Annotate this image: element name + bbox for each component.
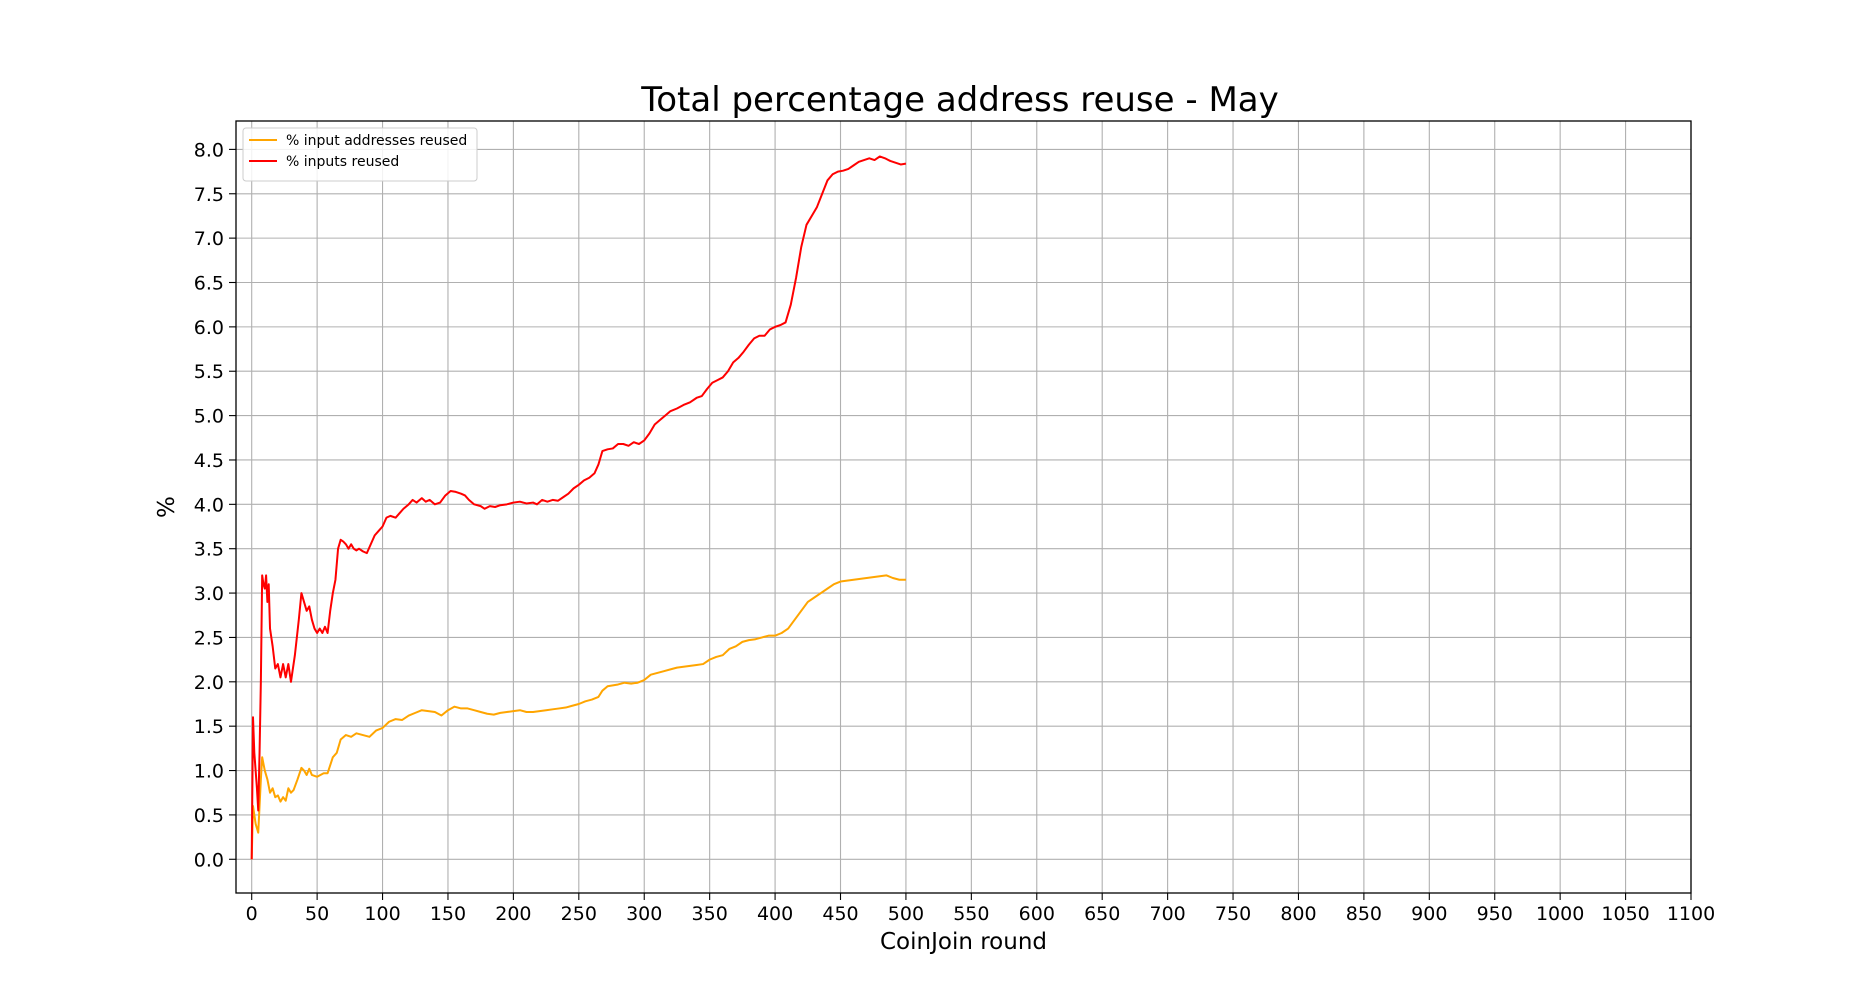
grid-lines <box>236 121 1692 893</box>
x-tick-label: 550 <box>953 903 989 925</box>
plot-series <box>250 155 907 860</box>
x-tick-label: 650 <box>1084 903 1120 925</box>
x-tick-label: 0 <box>246 903 258 925</box>
x-axis: 0 50 100 150 200 250 300 350 400 450 500 550 600 650 7… <box>246 893 1715 925</box>
x-tick-label: 300 <box>626 903 662 925</box>
x-tick-label: 950 <box>1477 903 1513 925</box>
y-tick-label: 8.0 <box>194 139 224 161</box>
y-axis-label: % <box>154 496 180 518</box>
x-tick-label: 750 <box>1215 903 1251 925</box>
y-tick-label: 1.0 <box>194 761 224 783</box>
legend-label: % inputs reused <box>286 154 399 170</box>
y-tick-label: 7.0 <box>194 228 224 250</box>
x-tick-label: 150 <box>430 903 466 925</box>
y-tick-label: 4.5 <box>194 450 224 472</box>
plot-area-frame <box>235 120 1692 894</box>
y-tick-label: 7.5 <box>194 184 224 206</box>
x-tick-label: 50 <box>305 903 329 925</box>
x-tick-label: 400 <box>757 903 793 925</box>
y-tick-label: 5.0 <box>194 406 224 428</box>
x-tick-label: 500 <box>888 903 924 925</box>
y-tick-label: 6.0 <box>194 317 224 339</box>
legend-label: % input addresses reused <box>286 133 467 149</box>
x-tick-label: 600 <box>1019 903 1055 925</box>
series-line-input-addresses-reused <box>250 574 906 860</box>
x-tick-label: 700 <box>1149 903 1185 925</box>
y-tick-label: 3.0 <box>194 583 224 605</box>
legend-box <box>242 127 478 182</box>
x-tick-label: 900 <box>1411 903 1447 925</box>
chart-title: Total percentage address reuse - May <box>640 80 1278 120</box>
x-tick-label: 200 <box>495 903 531 925</box>
x-tick-label: 450 <box>822 903 858 925</box>
x-tick-label: 1000 <box>1536 903 1584 925</box>
x-axis-label: CoinJoin round <box>880 929 1047 955</box>
series-line-inputs-reused <box>250 155 907 860</box>
y-tick-label: 2.0 <box>194 672 224 694</box>
x-tick-label: 1100 <box>1667 903 1715 925</box>
y-axis: 0.0 0.5 1.0 1.5 2.0 2.5 3.0 3.5 4.0 4.5 5.0 5.5 6.0 6… <box>194 139 236 871</box>
y-tick-label: 5.5 <box>194 361 224 383</box>
y-tick-label: 0.0 <box>194 849 224 871</box>
x-tick-label: 850 <box>1346 903 1382 925</box>
y-tick-label: 3.5 <box>194 539 224 561</box>
x-tick-label: 250 <box>561 903 597 925</box>
x-tick-label: 800 <box>1280 903 1316 925</box>
y-tick-label: 4.0 <box>194 494 224 516</box>
legend: % input addresses reused % inputs reused <box>242 127 478 182</box>
y-tick-label: 1.5 <box>194 716 224 738</box>
x-tick-label: 100 <box>364 903 400 925</box>
y-tick-label: 2.5 <box>194 627 224 649</box>
y-tick-label: 6.5 <box>194 272 224 294</box>
y-tick-label: 0.5 <box>194 805 224 827</box>
x-tick-label: 1050 <box>1601 903 1649 925</box>
x-tick-label: 350 <box>692 903 728 925</box>
